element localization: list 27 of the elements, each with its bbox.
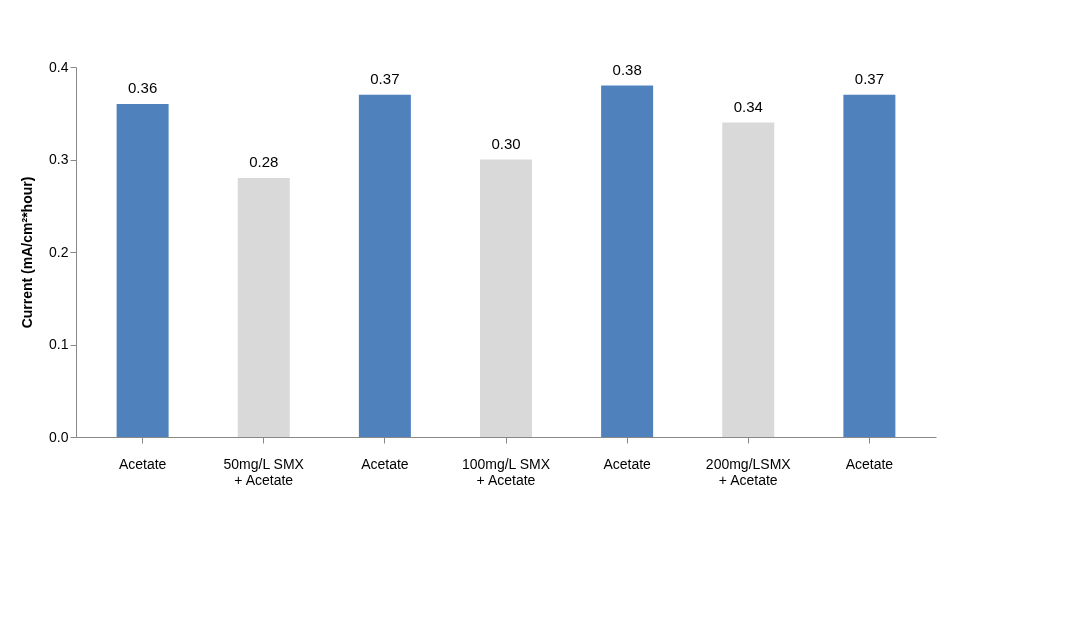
bar <box>480 159 532 437</box>
y-tick-label: 0.1 <box>49 336 69 352</box>
y-tick-label: 0.2 <box>49 243 69 260</box>
y-tick-label: 0.3 <box>49 151 69 167</box>
bar <box>116 104 169 437</box>
y-tick-label: 0.4 <box>49 58 69 75</box>
y-axis-title: Current (mA/cm²*hour) <box>19 176 36 329</box>
data-label: 0.30 <box>491 134 521 152</box>
data-label: 0.28 <box>249 153 279 170</box>
x-tick-label: 50mg/L SMX + Acetate <box>223 455 305 488</box>
data-label: 0.37 <box>854 69 884 87</box>
data-label: 0.36 <box>128 79 158 96</box>
bar <box>358 94 411 437</box>
y-tick-label: 0.0 <box>49 428 69 445</box>
x-tick-label: Acetate <box>361 455 409 472</box>
data-label: 0.37 <box>370 69 400 87</box>
data-label: 0.34 <box>733 97 763 115</box>
x-tick-label: Acetate <box>118 455 167 472</box>
bar <box>237 178 290 437</box>
x-tick-label: 200mg/LSMX + Acetate <box>705 455 792 488</box>
data-label: 0.38 <box>612 60 642 78</box>
x-tick-label: 100mg/L SMX + Acetate <box>461 455 551 488</box>
bar <box>722 122 775 437</box>
bar <box>601 85 654 437</box>
x-tick-label: Acetate <box>845 455 894 472</box>
bar <box>843 94 896 437</box>
x-tick-label: Acetate <box>603 455 652 472</box>
